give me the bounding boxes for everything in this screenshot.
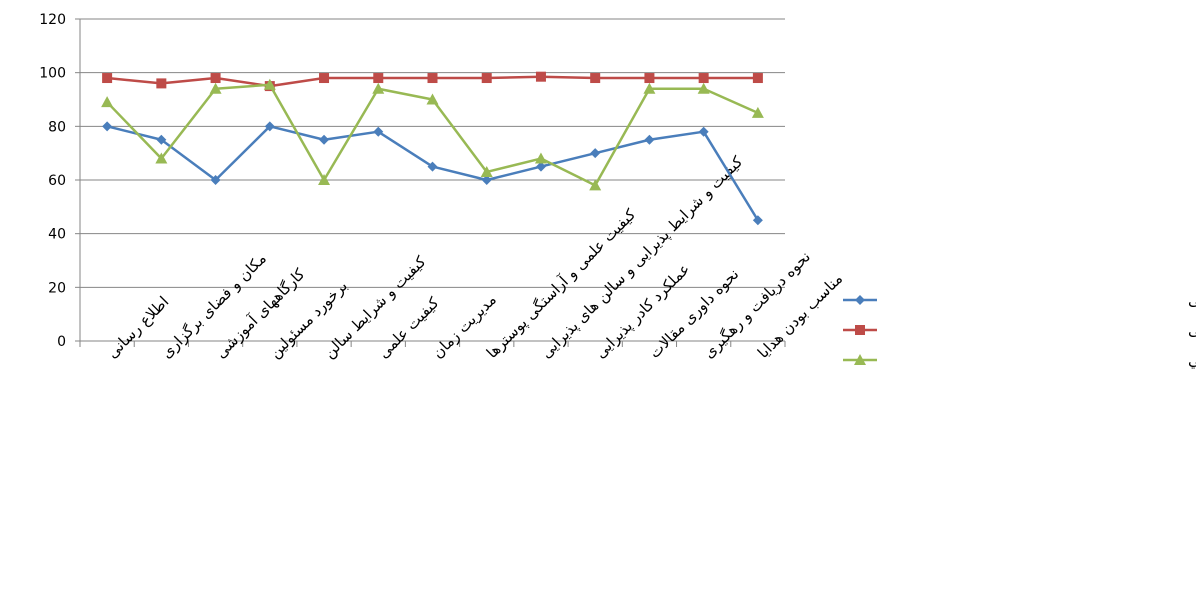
legend-item: سیزدهمین کنفرانس ملی جوش و بازرسی — [843, 291, 1196, 309]
data-point — [697, 82, 710, 94]
data-point — [372, 82, 385, 94]
series-2 — [102, 71, 763, 92]
data-point — [534, 152, 547, 164]
legend-item: پانزدهمين كنفرانس ملي جوش و بازرسي — [843, 351, 1196, 370]
y-tick-label: 120 — [39, 12, 66, 28]
x-category-label: کیفیت و شرایط سالن — [320, 252, 430, 362]
series-3 — [101, 78, 764, 191]
y-tick-label: 0 — [57, 334, 66, 350]
y-tick-label: 60 — [48, 173, 66, 189]
legend-marker — [854, 354, 866, 365]
data-point — [643, 82, 656, 94]
data-point — [752, 215, 763, 226]
data-point — [263, 78, 276, 90]
x-category-label: نحوه دریافت و رهگیری — [700, 248, 814, 362]
data-point — [590, 73, 601, 84]
data-point — [156, 134, 167, 145]
data-point — [644, 73, 655, 84]
legend-marker — [855, 325, 865, 335]
x-category-label: مکان و فضای برگزاری — [157, 249, 269, 361]
data-point — [590, 148, 601, 159]
series-group — [101, 71, 764, 226]
data-point — [751, 106, 764, 118]
data-point — [319, 73, 330, 84]
data-point — [481, 175, 492, 185]
axes — [75, 18, 786, 347]
series-line — [106, 125, 759, 221]
data-point — [373, 126, 384, 137]
x-category-label: عملکرد کادر پذیرایی — [591, 260, 694, 363]
data-point — [426, 93, 439, 105]
data-point — [102, 121, 113, 132]
data-point — [480, 165, 493, 177]
legend-label: پانزدهمين كنفرانس ملي جوش و بازرسي — [1188, 351, 1196, 370]
data-point — [427, 73, 438, 84]
data-point — [155, 152, 168, 164]
legend-item: چهاردهمین کنفرانس ملی جوش و بازرسی — [843, 321, 1196, 339]
legend-label: چهاردهمین کنفرانس ملی جوش و بازرسی — [1188, 321, 1196, 339]
series-1 — [102, 121, 763, 226]
data-point — [319, 134, 330, 145]
y-tick-label: 40 — [48, 227, 66, 243]
gridlines — [80, 18, 785, 342]
data-point — [535, 161, 546, 172]
y-tick-label: 100 — [39, 66, 66, 82]
data-point — [589, 179, 602, 191]
data-point — [427, 161, 438, 172]
x-category-label: کیفیت و شرایط پذیرایی و سالن های پذیرایی — [537, 152, 748, 363]
data-point — [101, 96, 114, 108]
data-point — [209, 82, 222, 94]
data-point — [373, 73, 384, 84]
data-point — [264, 121, 275, 132]
data-point — [156, 78, 167, 89]
y-axis-ticks: 0 20 40 60 80 100 120 — [39, 12, 66, 350]
data-point — [481, 73, 492, 84]
data-point — [210, 175, 221, 185]
data-point — [102, 73, 113, 84]
data-point — [698, 126, 709, 137]
data-point — [318, 174, 331, 185]
data-point — [698, 73, 709, 84]
data-point — [535, 71, 546, 82]
legend: سیزدهمین کنفرانس ملی جوش و بازرسی چهاردهم… — [843, 291, 1196, 370]
data-point — [752, 73, 763, 84]
data-point — [644, 134, 655, 145]
legend-label: سیزدهمین کنفرانس ملی جوش و بازرسی — [1188, 291, 1196, 309]
y-tick-label: 80 — [48, 119, 66, 135]
y-tick-label: 20 — [48, 280, 66, 296]
data-point — [210, 73, 221, 84]
legend-marker — [855, 295, 865, 305]
